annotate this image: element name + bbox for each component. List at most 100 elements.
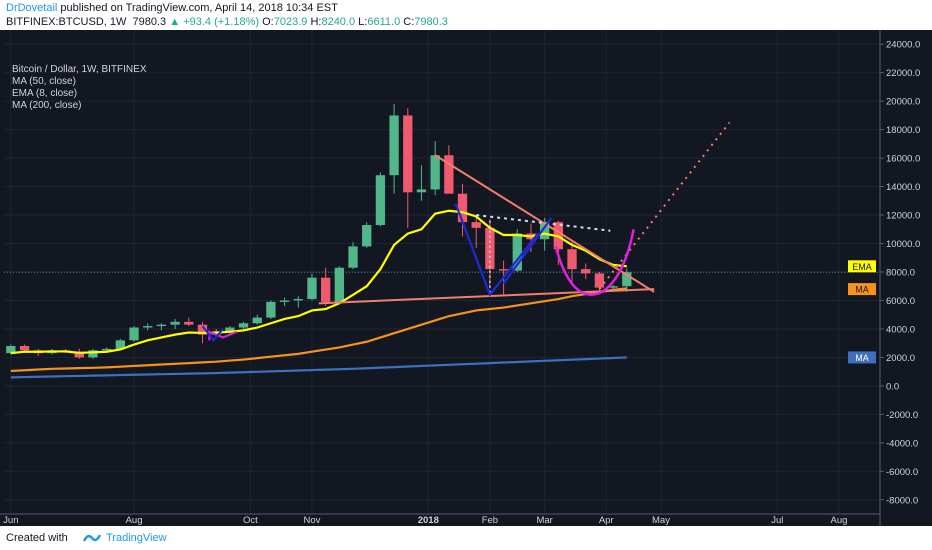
ma50-price-tag: MA [855,285,869,295]
candle-body [512,233,522,271]
chart-header: DrDovetail published on TradingView.com,… [0,0,932,30]
x-tick-label: Jun [3,515,18,526]
w-pattern-left [454,203,539,297]
x-tick-label: 2018 [418,515,439,526]
projection-dotted [598,121,731,290]
cup-pattern [554,229,635,296]
open-label: O: [262,16,274,28]
high-label: H: [310,16,322,28]
candle-body [88,350,98,358]
candle-body [608,286,618,288]
y-tick-label: -8000.0 [886,495,918,506]
high-value: 8240.0 [321,16,356,28]
y-tick-label: 18000.0 [886,125,920,136]
candle-body [19,346,30,351]
candle-body [485,227,495,270]
published-text: published on TradingView.com, April 14, … [60,2,338,14]
y-tick-label: 16000.0 [886,154,920,165]
y-tick-label: 14000.0 [886,182,920,193]
candle-body [594,273,605,288]
last-price: 7980.3 [132,16,167,28]
candle-body [197,324,208,335]
y-tick-label: 8000.0 [886,268,915,279]
legend-ma50[interactable]: MA (50, close) [12,76,76,87]
chart-area[interactable]: 24000.0 22000.0 20000.0 18000.0 16000.0 14000… [0,30,932,526]
y-tick-label: 20000.0 [886,97,920,108]
x-tick-label: Jul [771,515,783,526]
y-tick-label: -2000.0 [886,410,918,421]
candle-body [403,115,413,193]
price-change: +93.4 (+1.18%) [183,16,260,28]
low-label: L: [358,16,368,28]
neckline-dotted [476,214,611,232]
y-tick-label: 10000.0 [886,239,920,250]
y-tick-label: -6000.0 [886,467,918,478]
candle-body [389,115,399,176]
candle-body [74,351,84,358]
y-tick-label: 22000.0 [886,68,920,79]
ma200-line [10,356,627,379]
candle-body [430,155,440,190]
low-value: 6611.0 [367,16,401,28]
close-value: 7980.3 [414,16,448,28]
candle-body [457,193,468,223]
y-tick-label: -4000.0 [886,438,918,449]
candle-body [129,327,139,341]
ma200-price-tag-bg [848,351,876,364]
x-tick-label: Mar [536,515,552,526]
small-w-pattern [201,325,224,342]
candle-body [115,340,125,349]
candle-body [252,317,262,324]
candle-body [321,277,331,302]
y-tick-label: 2000.0 [886,353,915,364]
symbol-line: BITFINEX:BTCUSD, 1W 7980.3 ▲ +93.4 (+1.1… [6,16,448,28]
candle-body [444,155,454,194]
y-tick-label: 12000.0 [886,211,920,222]
chart-legend: Bitcoin / Dollar, 1W, BITFINEX MA (50, c… [12,64,146,112]
candle-body [362,225,372,247]
y-tick-label: 4000.0 [886,324,915,335]
candle-body [156,324,167,327]
legend-ma200[interactable]: MA (200, close) [12,100,82,111]
candle-body [279,300,290,302]
x-tick-label: Aug [126,515,143,526]
x-tick-label: Oct [243,515,258,526]
price-chart[interactable]: 24000.0 22000.0 20000.0 18000.0 16000.0 14000… [0,30,932,526]
publish-line: DrDovetail published on TradingView.com,… [6,2,338,14]
candle-body [540,222,550,240]
x-tick-label: Feb [482,515,498,526]
legend-ema8[interactable]: EMA (8, close) [12,88,78,99]
ema-price-tag: EMA [852,262,872,272]
y-tick-label: 24000.0 [886,40,920,51]
created-with-text: Created with [6,532,68,544]
x-tick-label: Apr [599,515,614,526]
close-label: C: [403,16,415,28]
footer: Created with TradingView [0,526,932,550]
candle-body [622,272,632,287]
resistance-trendline [434,154,655,293]
candle-body [307,277,317,300]
ma200-price-tag: MA [855,353,869,363]
candle-body [416,189,427,193]
tradingview-brand[interactable]: TradingView [106,532,167,544]
candle-body [567,249,577,270]
candle-body [581,269,591,274]
x-tick-label: Nov [304,515,321,526]
candle-body [498,269,509,271]
ema8-line [10,209,627,355]
candle-body [184,321,194,325]
candle-body [238,323,249,328]
tradingview-logo-icon [82,534,102,542]
w-pattern-right [502,217,553,285]
author-link[interactable]: DrDovetail [6,2,58,14]
y-tick-label: 0.0 [886,381,899,392]
candle-body [225,327,235,332]
candle-body [375,175,386,226]
x-tick-label: May [652,515,670,526]
legend-title: Bitcoin / Dollar, 1W, BITFINEX [12,64,147,75]
ma50-price-tag-bg [848,283,876,296]
candle-body [143,326,153,328]
ema-price-tag-bg [848,260,876,273]
candle-body [266,301,276,318]
x-tick-label: Aug [830,515,847,526]
